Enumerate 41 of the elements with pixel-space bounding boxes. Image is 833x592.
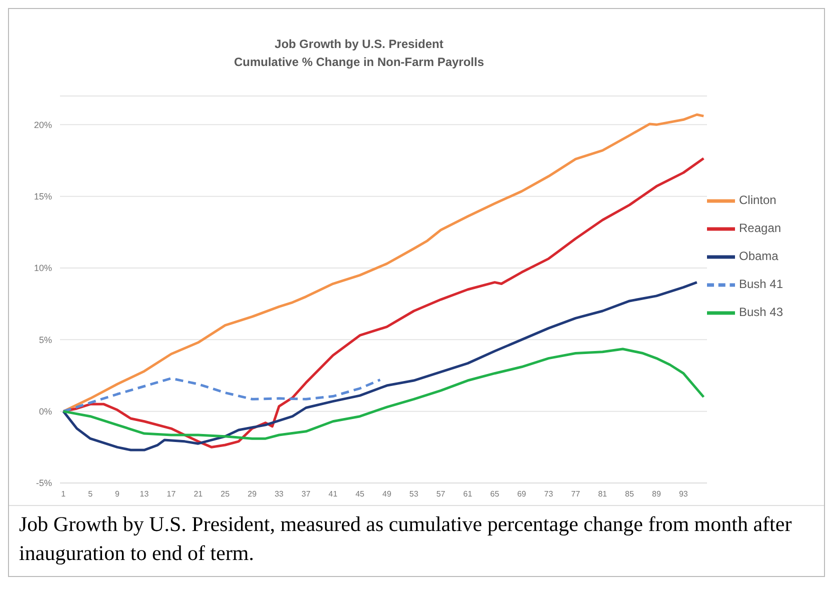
x-tick-label: 69	[517, 490, 527, 499]
line-series	[62, 281, 698, 452]
x-tick-label: 49	[382, 490, 392, 499]
legend-label: Bush 41	[739, 277, 784, 292]
x-tick-label: 65	[490, 490, 500, 499]
y-tick-label: -5%	[36, 478, 52, 488]
y-tick-label: 5%	[38, 334, 52, 345]
chart-subtitle: Cumulative % Change in Non-Farm Payrolls	[232, 55, 486, 69]
line-series	[62, 377, 382, 413]
x-tick-label: 77	[571, 490, 581, 499]
x-tick-label: 1	[61, 490, 66, 499]
legend-label: Clinton	[739, 193, 776, 208]
x-tick-label: 29	[248, 490, 258, 499]
x-tick-label: 17	[166, 490, 176, 499]
legend-label: Bush 43	[739, 305, 784, 320]
x-tick-label: 57	[436, 490, 446, 499]
x-tick-label: 21	[194, 490, 204, 499]
y-tick-label: 10%	[34, 263, 52, 274]
x-tick-label: 25	[220, 490, 230, 499]
x-tick-label: 41	[328, 490, 338, 499]
x-tick-label: 89	[652, 490, 662, 499]
x-tick-label: 81	[598, 490, 608, 499]
legend-label: Obama	[739, 249, 778, 264]
x-tick-label: 13	[140, 490, 150, 499]
x-tick-label: 61	[463, 490, 473, 499]
x-tick-label: 45	[355, 490, 365, 499]
x-tick-label: 33	[274, 490, 284, 499]
x-tick-label: 85	[625, 490, 634, 499]
text: Job Growth by U.S. President, measured as cumulative percentage change from month after inauguration to end of term.	[9, 505, 824, 576]
x-tick-label: 53	[409, 490, 419, 499]
x-tick-label: 5	[88, 490, 94, 499]
line-series	[62, 348, 705, 440]
x-tick-label: 93	[678, 490, 688, 499]
y-tick-label: 20%	[34, 120, 52, 130]
x-tick-label: 73	[544, 490, 554, 499]
x-tick-label: 37	[302, 490, 311, 499]
y-tick-label: 15%	[34, 192, 52, 202]
chart-title: Job Growth by U.S. President	[274, 37, 444, 51]
y-tick-label: 0%	[38, 406, 52, 417]
legend-label: Reagan	[739, 221, 782, 236]
x-tick-label: 9	[115, 490, 120, 499]
